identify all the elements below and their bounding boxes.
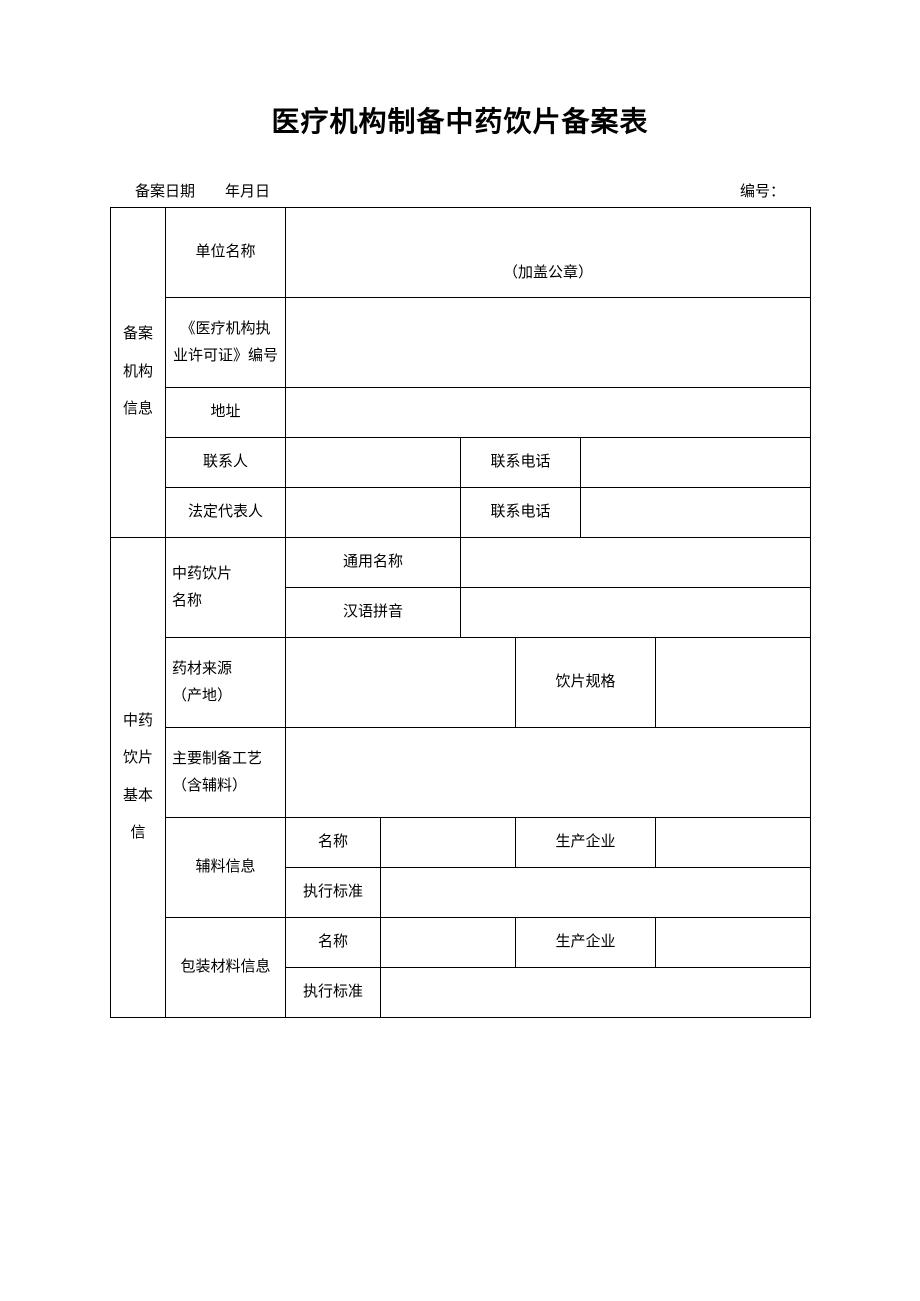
pinyin-label: 汉语拼音	[286, 588, 461, 638]
spec-label: 饮片规格	[516, 638, 656, 728]
packaging-std-label: 执行标准	[286, 968, 381, 1018]
section1-label: 备案机构信息	[111, 208, 166, 538]
packaging-label: 包装材料信息	[166, 918, 286, 1018]
stamp-cell: （加盖公章）	[286, 208, 811, 298]
excipient-std-label: 执行标准	[286, 868, 381, 918]
number-label: 编号：	[740, 180, 785, 201]
common-name-label: 通用名称	[286, 538, 461, 588]
packaging-mfr-label: 生产企业	[516, 918, 656, 968]
process-value	[286, 728, 811, 818]
date-label: 备案日期	[135, 180, 195, 201]
address-label: 地址	[166, 388, 286, 438]
address-value	[286, 388, 811, 438]
legal-rep-label: 法定代表人	[166, 488, 286, 538]
filing-table: 备案机构信息 单位名称 （加盖公章） 《医疗机构执业许可证》编号 地址 联系人 …	[110, 207, 811, 1018]
contact-phone-label: 联系电话	[461, 438, 581, 488]
license-label: 《医疗机构执业许可证》编号	[166, 298, 286, 388]
unit-name-label: 单位名称	[166, 208, 286, 298]
license-value	[286, 298, 811, 388]
spec-value	[656, 638, 811, 728]
excipient-label: 辅料信息	[166, 818, 286, 918]
packaging-mfr-value	[656, 918, 811, 968]
contact-value	[286, 438, 461, 488]
document-title: 医疗机构制备中药饮片备案表	[110, 100, 810, 140]
excipient-std-value	[381, 868, 811, 918]
section2-label: 中药饮片基本信	[111, 538, 166, 1018]
legal-rep-value	[286, 488, 461, 538]
contact-phone-value	[581, 438, 811, 488]
excipient-name-value	[381, 818, 516, 868]
pinyin-value	[461, 588, 811, 638]
excipient-name-label: 名称	[286, 818, 381, 868]
source-value	[286, 638, 516, 728]
legal-phone-value	[581, 488, 811, 538]
packaging-name-value	[381, 918, 516, 968]
packaging-name-label: 名称	[286, 918, 381, 968]
packaging-std-value	[381, 968, 811, 1018]
legal-phone-label: 联系电话	[461, 488, 581, 538]
excipient-mfr-value	[656, 818, 811, 868]
header-row: 备案日期 年月日 编号：	[110, 180, 810, 207]
contact-label: 联系人	[166, 438, 286, 488]
process-label: 主要制备工艺（含辅料）	[166, 728, 286, 818]
excipient-mfr-label: 生产企业	[516, 818, 656, 868]
medicine-name-label: 中药饮片名称	[166, 538, 286, 638]
source-label: 药材来源（产地）	[166, 638, 286, 728]
common-name-value	[461, 538, 811, 588]
date-value: 年月日	[225, 180, 270, 201]
